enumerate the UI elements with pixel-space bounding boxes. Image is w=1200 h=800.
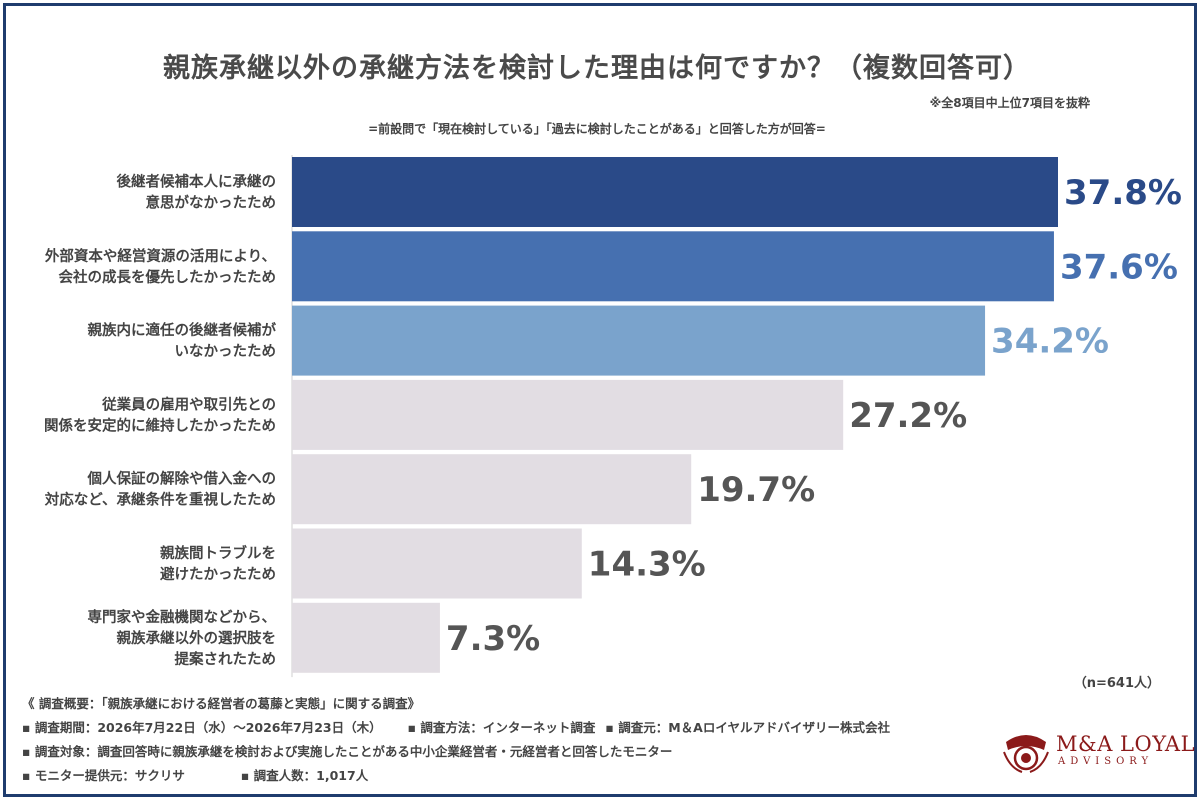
data-label: 19.7%	[697, 470, 815, 510]
summary-organizer: ▪ 調査元：M＆Aロイヤルアドバイザリー株式会社	[605, 720, 890, 735]
bar	[292, 602, 440, 673]
bar	[292, 454, 692, 525]
logo-name: M&A LOYAL	[1056, 732, 1196, 756]
bar-chart: 37.8% 後継者候補本人に承継の意思がなかったため 37.6% 外部資本や経営資源の…	[44, 155, 1182, 678]
data-label: 37.8%	[1064, 173, 1182, 213]
bar	[292, 305, 986, 376]
chart-subtitle: =前設問で「現在検討している」「過去に検討したことがある」と回答した方が回答=	[368, 122, 826, 136]
data-label: 34.2%	[991, 322, 1109, 362]
data-label: 37.6%	[1060, 247, 1178, 287]
bar	[292, 379, 844, 450]
category-label: 個人保証の解除や借入金への対応など、承継条件を重視したため	[44, 470, 276, 509]
sample-size: （n=641人）	[1073, 676, 1160, 691]
summary-row-provider: ▪ モニター提供元：サクリサ ▪ 調査人数：1,017人	[22, 764, 890, 788]
category-label: 従業員の雇用や取引先との関係を安定的に維持したかったため	[44, 395, 276, 434]
summary-count: ▪ 調査人数：1,017人	[240, 768, 369, 783]
category-label: 後継者候補本人に承継の意思がなかったため	[117, 173, 277, 212]
summary-target: ▪ 調査対象：調査回答時に親族承継を検討および実施したことがある中小企業経営者・…	[22, 744, 673, 759]
chart-note: ※全8項目中上位7項目を抜粋	[929, 96, 1090, 110]
category-label: 専門家や金融機関などから、親族承継以外の選択肢を提案されたため	[88, 608, 277, 668]
summary-method: ▪ 調査方法：インターネット調査	[407, 720, 596, 735]
chart-title: 親族承継以外の承継方法を検討した理由は何ですか？（複数回答可）	[163, 53, 1031, 84]
summary-period: ▪ 調査期間：2026年7月22日（水）〜2026年7月23日（木）	[22, 720, 382, 735]
data-label: 7.3%	[446, 619, 540, 659]
survey-summary: 《 調査概要：「親族承継における経営者の葛藤と実態」に関する調査》 ▪ 調査期間…	[22, 692, 890, 788]
company-logo: M&A LOYAL ADVISORY	[1000, 728, 1195, 776]
data-label: 14.3%	[588, 545, 706, 585]
bar	[292, 157, 1058, 227]
crest-icon	[1003, 735, 1049, 773]
logo-sub: ADVISORY	[1058, 756, 1154, 767]
summary-heading: 《 調査概要：「親族承継における経営者の葛藤と実態」に関する調査》	[22, 696, 421, 711]
summary-provider: ▪ モニター提供元：サクリサ	[22, 768, 185, 783]
summary-row-period: ▪ 調査期間：2026年7月22日（水）〜2026年7月23日（木） ▪ 調査方法…	[22, 716, 890, 740]
bar	[292, 231, 1054, 302]
bar	[292, 528, 582, 599]
category-label: 外部資本や経営資源の活用により、会社の成長を優先したかったため	[45, 247, 276, 286]
data-label: 27.2%	[849, 396, 967, 436]
category-label: 親族内に適任の後継者候補がいなかったため	[88, 321, 277, 360]
category-label: 親族間トラブルを避けたかったため	[160, 544, 276, 583]
